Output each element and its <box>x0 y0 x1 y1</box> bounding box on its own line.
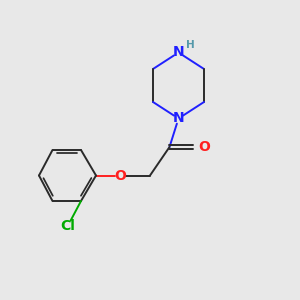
Text: N: N <box>173 46 184 59</box>
Text: Cl: Cl <box>60 220 75 233</box>
Text: O: O <box>114 169 126 182</box>
Text: O: O <box>199 140 211 154</box>
Text: H: H <box>185 40 194 50</box>
Text: N: N <box>173 112 184 125</box>
